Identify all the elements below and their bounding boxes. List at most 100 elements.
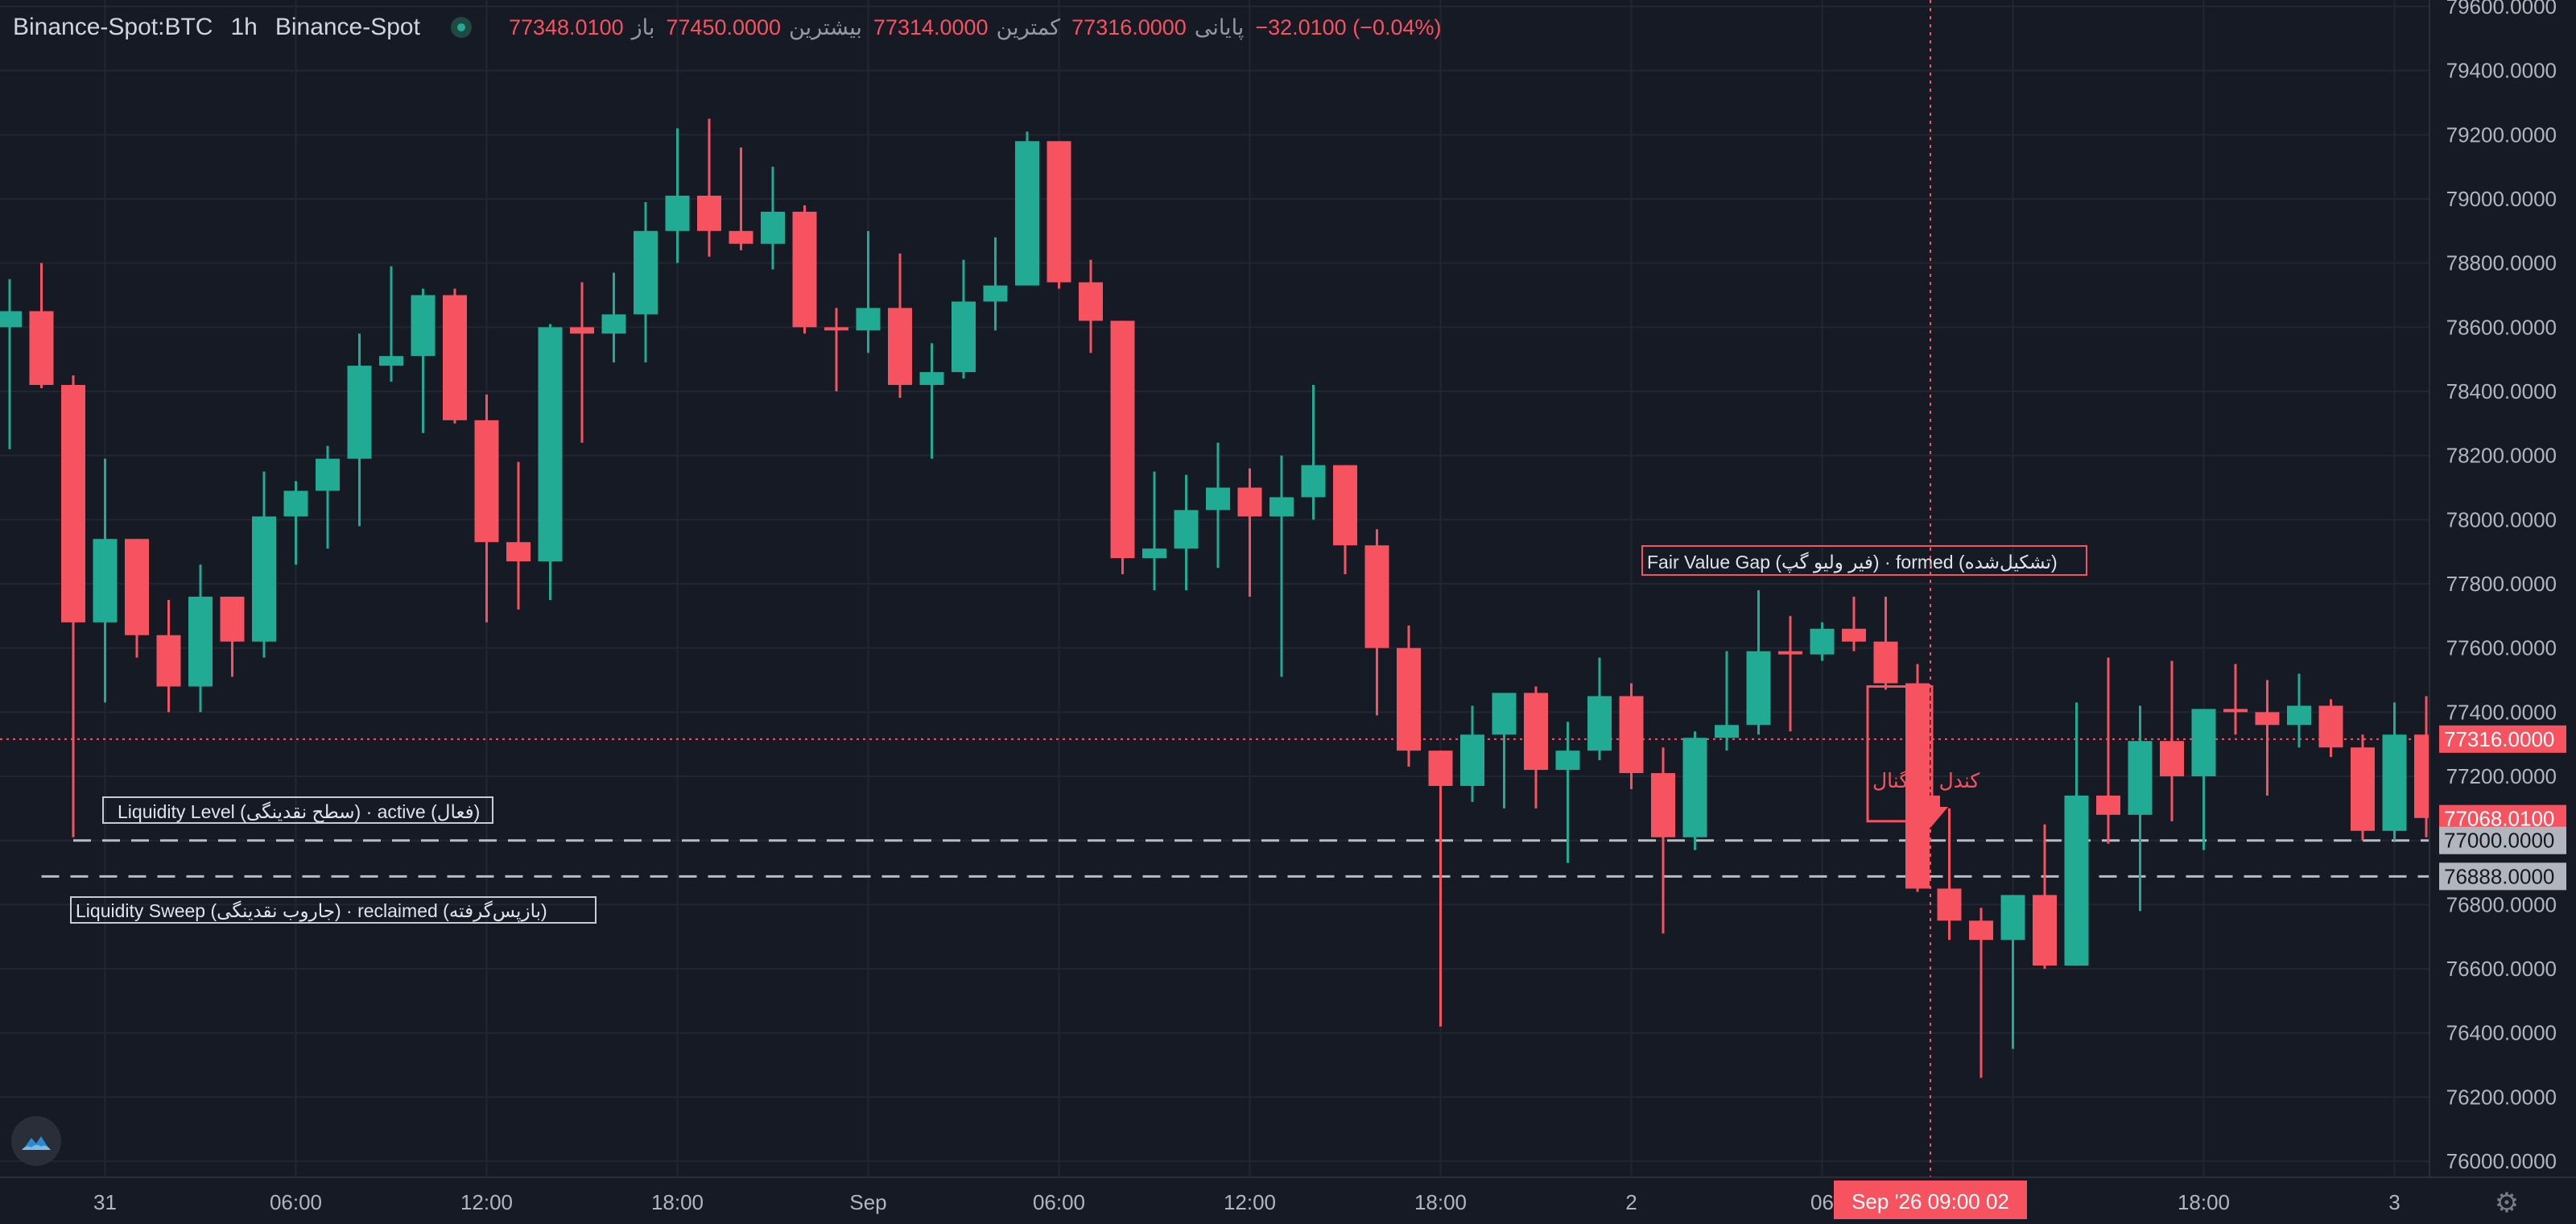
ohlc-values: باز 77348.0100 بیشترین 77450.0000 کمترین…: [509, 15, 1442, 40]
price-tick-label: 79000.0000: [2446, 187, 2557, 211]
candle-body: [792, 211, 817, 328]
symbol-header: Binance-Spot:BTC 1h Binance-Spot باز 773…: [13, 11, 1442, 43]
candle-body: [61, 385, 85, 622]
candle-body: [2382, 734, 2407, 831]
candle-body: [1364, 545, 1389, 648]
candle-body: [665, 196, 690, 231]
price-tick-label: 77800.0000: [2446, 572, 2557, 596]
price-tick-label: 79600.0000: [2446, 0, 2557, 19]
candle-body: [1174, 510, 1199, 549]
time-tick-label: 18:00: [1414, 1190, 1467, 1214]
candle-body: [2064, 795, 2089, 966]
sweep-label-box: [70, 896, 597, 924]
close-value: 77316.0000: [1071, 14, 1187, 39]
candle-body: [1619, 696, 1644, 774]
candle-body: [443, 295, 467, 420]
open-label: باز: [631, 14, 655, 39]
candle-body: [1937, 888, 1962, 921]
candle-body: [1524, 693, 1548, 771]
time-tick-label: 18:00: [651, 1190, 704, 1214]
chart-grid: [0, 0, 2429, 1177]
candle-body: [283, 490, 308, 517]
candle-body: [856, 308, 881, 331]
price-axis[interactable]: 76000.0000 76200.0000 76400.0000 76600.0000…: [2429, 0, 2576, 1224]
candle-body: [1651, 773, 1675, 837]
candle-body: [952, 301, 976, 373]
high-label: بیشترین: [789, 14, 862, 39]
price-tick-label: 77400.0000: [2446, 700, 2557, 724]
candle-body: [2191, 709, 2216, 777]
price-tick-label: 78000.0000: [2446, 507, 2557, 531]
candle-body: [1873, 641, 1898, 684]
price-label-text: 77068.0100: [2444, 807, 2554, 831]
candle-body: [2351, 747, 2375, 831]
candle-body: [252, 516, 276, 642]
candle-body: [1206, 487, 1230, 511]
candle-body: [1015, 141, 1039, 286]
crosshair-time-tag: [1834, 1181, 2027, 1219]
gear-icon[interactable]: ⚙: [2494, 1188, 2520, 1218]
open-value: 77348.0100: [508, 14, 624, 39]
price-axis-bg: [2429, 0, 2576, 1224]
candle-body: [983, 285, 1008, 302]
candle-body: [1969, 920, 1993, 941]
candle-body: [316, 458, 340, 491]
change-value: −32.0100 (−0.04%): [1255, 14, 1442, 39]
time-axis[interactable]: 3106:0012:0018:00Sep06:0012:0018:0020600…: [0, 1176, 2576, 1219]
price-tick-label: 76400.0000: [2446, 1021, 2557, 1045]
time-tick-label: 06:00: [270, 1190, 322, 1214]
candle-body: [29, 311, 54, 386]
exchange-name: Binance-Spot: [275, 14, 420, 40]
candle-body: [1269, 497, 1294, 517]
candles: [0, 118, 2438, 1078]
candle-body: [729, 230, 753, 244]
price-tick-label: 78600.0000: [2446, 315, 2557, 339]
price-label-text: 76888.0000: [2444, 864, 2554, 888]
signal-candle-box: [1866, 685, 1934, 823]
candle-body: [2223, 709, 2248, 713]
signal-arrow-icon: [1913, 796, 1948, 828]
candle-body: [2033, 895, 2057, 966]
candle-body: [474, 420, 499, 543]
candle-body: [1778, 651, 1802, 655]
market-status-icon: [450, 17, 472, 38]
fvg-label-box: [1641, 545, 2087, 576]
high-group: بیشترین 77450.0000: [666, 15, 862, 40]
candle-body: [1587, 696, 1612, 751]
signal-candle-label: کندل سیگنال: [1872, 769, 1979, 792]
candle-body: [1905, 683, 1930, 889]
candle-body: [411, 295, 436, 357]
candle-body: [2287, 705, 2311, 726]
candle-body: [1237, 487, 1262, 517]
candle-body: [125, 539, 149, 635]
candle-body: [1046, 141, 1071, 283]
candle-body: [1842, 628, 1866, 642]
candle-body: [888, 308, 912, 386]
candle-body: [2096, 795, 2120, 815]
timeframe[interactable]: 1h: [230, 14, 258, 40]
price-tick-label: 76600.0000: [2446, 957, 2557, 981]
candle-body: [1810, 628, 1835, 655]
price-tick-label: 78800.0000: [2446, 251, 2557, 275]
time-tick-label: 2: [1625, 1190, 1637, 1214]
candle-body: [824, 327, 848, 331]
candle-body: [1715, 725, 1739, 738]
price-tick-label: 78200.0000: [2446, 444, 2557, 468]
close-group: پایانی 77316.0000: [1071, 15, 1244, 40]
symbol-name[interactable]: Binance-Spot:BTC: [13, 14, 213, 40]
cloud-logo-icon[interactable]: [11, 1116, 61, 1166]
price-label-tag: [2439, 826, 2566, 854]
candle-body: [1460, 734, 1484, 786]
fvg-label: Fair Value Gap (فیر ولیو گپ) · formed (ت…: [1647, 552, 2058, 573]
crosshair-time-label: Sep '26 09:00 02: [1852, 1189, 2009, 1214]
candle-body: [156, 635, 181, 687]
price-label-tag: [2439, 725, 2566, 753]
candle-body: [2000, 895, 2025, 941]
candle-body: [1746, 651, 1771, 726]
candle-body: [347, 366, 372, 459]
candle-body: [634, 230, 658, 315]
time-tick-label: Sep: [849, 1190, 886, 1214]
candle-body: [220, 596, 245, 642]
candle-body: [919, 372, 944, 386]
